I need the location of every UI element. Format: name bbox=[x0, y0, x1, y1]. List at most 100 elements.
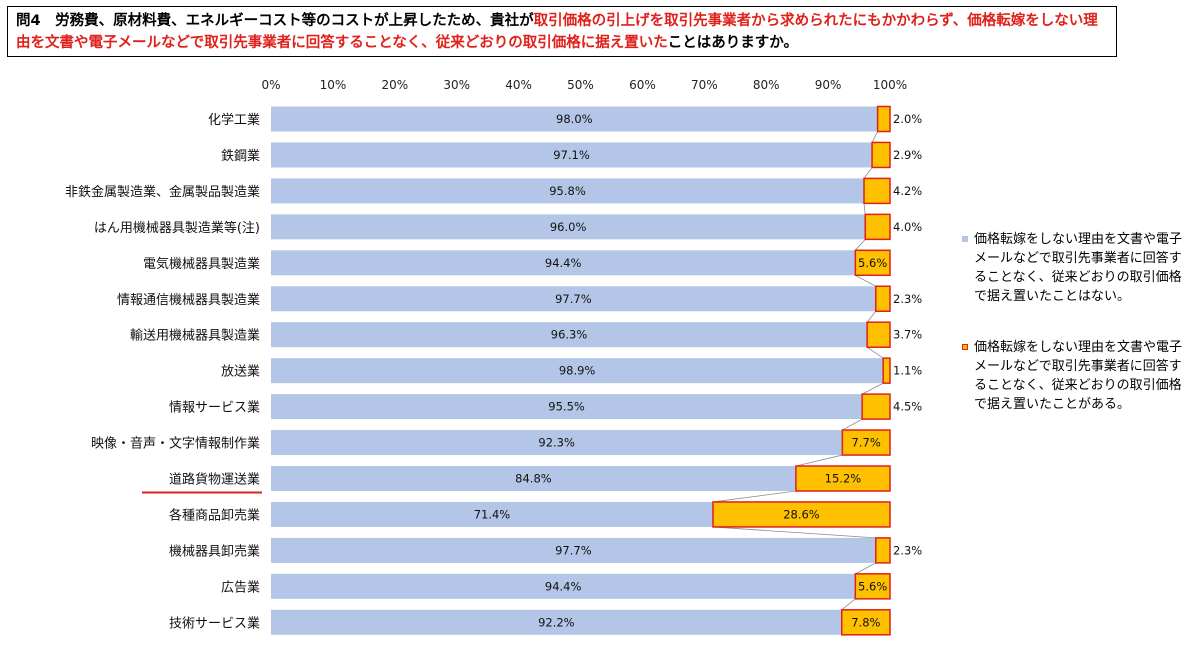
question-highlight: 取引価格の引上げを取引先事業者から求められたにもかかわらず、価格転嫁をしない理由… bbox=[16, 13, 1098, 51]
legend-label-no: 価格転嫁をしない理由を文書や電子メールなどで取引先事業者に回答することなく、従来… bbox=[974, 232, 1183, 304]
category-label: 電気機械器具製造業 bbox=[143, 256, 260, 272]
value-label-yes: 5.6% bbox=[858, 579, 887, 593]
question-box: 問4 労務費、原材料費、エネルギーコスト等のコストが上昇したため、貴社が取引価格… bbox=[7, 6, 1117, 57]
series-connector-line bbox=[855, 239, 866, 251]
series-connector-line bbox=[863, 203, 866, 215]
bar-no bbox=[271, 286, 876, 312]
value-label-no: 94.4% bbox=[545, 579, 582, 593]
value-label-yes: 15.2% bbox=[825, 472, 862, 486]
bar-no bbox=[271, 573, 856, 599]
value-label-no: 97.1% bbox=[553, 148, 590, 162]
bar-no bbox=[271, 609, 842, 635]
bar-yes bbox=[854, 573, 891, 600]
value-label-yes: 7.7% bbox=[852, 436, 881, 450]
legend: 価格転嫁をしない理由を文書や電子メールなどで取引先事業者に回答することなく、従来… bbox=[962, 230, 1194, 446]
category-label: 道路貨物運送業 bbox=[169, 472, 260, 488]
value-labels: 98.0% 2.0% 97.1% 2.9% 95.8% 4.2% 96.0% 4.0% 94.4… bbox=[474, 112, 923, 629]
bar-no bbox=[271, 322, 868, 348]
value-label-no: 96.0% bbox=[550, 220, 587, 234]
x-tick-label: 90% bbox=[815, 78, 842, 92]
bar-no bbox=[271, 466, 796, 491]
value-label-no: 97.7% bbox=[555, 292, 592, 306]
bar-yes bbox=[882, 357, 891, 384]
value-label-no: 95.8% bbox=[549, 184, 586, 198]
category-label: 化学工業 bbox=[208, 112, 260, 128]
series-connector-line bbox=[866, 311, 877, 323]
value-label-no: 94.4% bbox=[545, 256, 582, 270]
value-label-yes: 3.7% bbox=[893, 328, 922, 342]
category-label: 非鉄金属製造業、金属製品製造業 bbox=[65, 184, 260, 200]
value-label-no: 98.0% bbox=[556, 112, 593, 126]
series-connector-lines bbox=[712, 131, 884, 611]
bar-no bbox=[271, 106, 878, 132]
value-label-no: 84.8% bbox=[515, 472, 552, 486]
question-prefix: 問4 労務費、原材料費、エネルギーコスト等のコストが上昇したため、貴社が bbox=[16, 13, 534, 29]
legend-swatch-no bbox=[962, 236, 968, 242]
bar-yes bbox=[875, 537, 891, 564]
bar-no bbox=[271, 178, 865, 204]
series-connector-line bbox=[855, 562, 876, 575]
category-label: 技術サービス業 bbox=[169, 615, 260, 631]
category-label: 映像・音声・文字情報制作業 bbox=[91, 436, 260, 452]
value-label-yes: 2.3% bbox=[893, 292, 922, 306]
bar-yes bbox=[864, 213, 891, 241]
category-label: 輸送用機械器具製造業 bbox=[130, 328, 260, 344]
series-connector-line bbox=[866, 346, 884, 359]
bar-yes bbox=[866, 321, 891, 348]
value-label-yes: 2.9% bbox=[893, 148, 922, 162]
bar-no bbox=[271, 358, 884, 384]
value-label-yes: 28.6% bbox=[783, 507, 820, 521]
value-label-yes: 4.5% bbox=[893, 400, 922, 414]
bar-no bbox=[271, 142, 873, 168]
bar-yes bbox=[876, 105, 891, 133]
value-label-no: 92.3% bbox=[538, 436, 575, 450]
category-label: 各種商品卸売業 bbox=[169, 507, 260, 523]
bar-no bbox=[271, 501, 713, 527]
bar-yes bbox=[795, 465, 891, 492]
series-connector-line bbox=[841, 598, 856, 611]
value-label-yes: 1.1% bbox=[893, 364, 922, 378]
x-tick-label: 10% bbox=[320, 78, 347, 92]
category-label: 機械器具卸売業 bbox=[169, 543, 260, 559]
series-connector-line bbox=[712, 490, 796, 503]
series-connector-line bbox=[855, 274, 876, 287]
value-label-yes: 5.6% bbox=[858, 256, 887, 270]
x-tick-label: 50% bbox=[567, 78, 594, 92]
category-label: 情報通信機械器具製造業 bbox=[117, 292, 260, 308]
category-label: 放送業 bbox=[221, 364, 260, 380]
x-tick-label: 0% bbox=[261, 78, 280, 92]
legend-item-yes: 価格転嫁をしない理由を文書や電子メールなどで取引先事業者に回答することなく、従来… bbox=[962, 338, 1194, 414]
value-label-yes: 2.3% bbox=[893, 543, 922, 557]
category-label: 広告業 bbox=[221, 579, 260, 595]
bar-yes bbox=[712, 501, 891, 528]
value-label-yes: 4.2% bbox=[893, 184, 922, 198]
x-tick-label: 100% bbox=[873, 78, 907, 92]
value-label-no: 97.7% bbox=[555, 543, 592, 557]
bars bbox=[271, 105, 891, 636]
value-label-yes: 2.0% bbox=[893, 112, 922, 126]
question-suffix: ことはありますか。 bbox=[667, 35, 798, 51]
series-connector-line bbox=[712, 526, 876, 539]
value-label-yes: 4.0% bbox=[893, 220, 922, 234]
x-tick-label: 30% bbox=[443, 78, 470, 92]
x-tick-label: 40% bbox=[505, 78, 532, 92]
value-label-no: 71.4% bbox=[474, 507, 511, 521]
bar-yes bbox=[863, 177, 891, 205]
value-label-yes: 7.8% bbox=[851, 615, 880, 629]
series-connector-line bbox=[871, 131, 878, 143]
stacked-bar-chart: 0% 10% 20% 30% 40% 50% 60% 70% 80% 90% 100% 化学工業鉄鋼… bbox=[65, 78, 923, 636]
category-label: 鉄鋼業 bbox=[221, 148, 260, 164]
legend-item-no: 価格転嫁をしない理由を文書や電子メールなどで取引先事業者に回答することなく、従来… bbox=[962, 230, 1194, 306]
legend-label-yes: 価格転嫁をしない理由を文書や電子メールなどで取引先事業者に回答することなく、従来… bbox=[974, 340, 1183, 412]
series-connector-line bbox=[861, 382, 884, 395]
bar-no bbox=[271, 214, 866, 240]
x-tick-label: 70% bbox=[691, 78, 718, 92]
bar-no bbox=[271, 537, 876, 563]
x-tick-label: 80% bbox=[753, 78, 780, 92]
bar-yes bbox=[840, 609, 891, 636]
bar-no bbox=[271, 250, 856, 276]
value-label-no: 92.2% bbox=[538, 615, 575, 629]
legend-swatch-yes bbox=[962, 344, 968, 350]
bar-no bbox=[271, 394, 863, 420]
